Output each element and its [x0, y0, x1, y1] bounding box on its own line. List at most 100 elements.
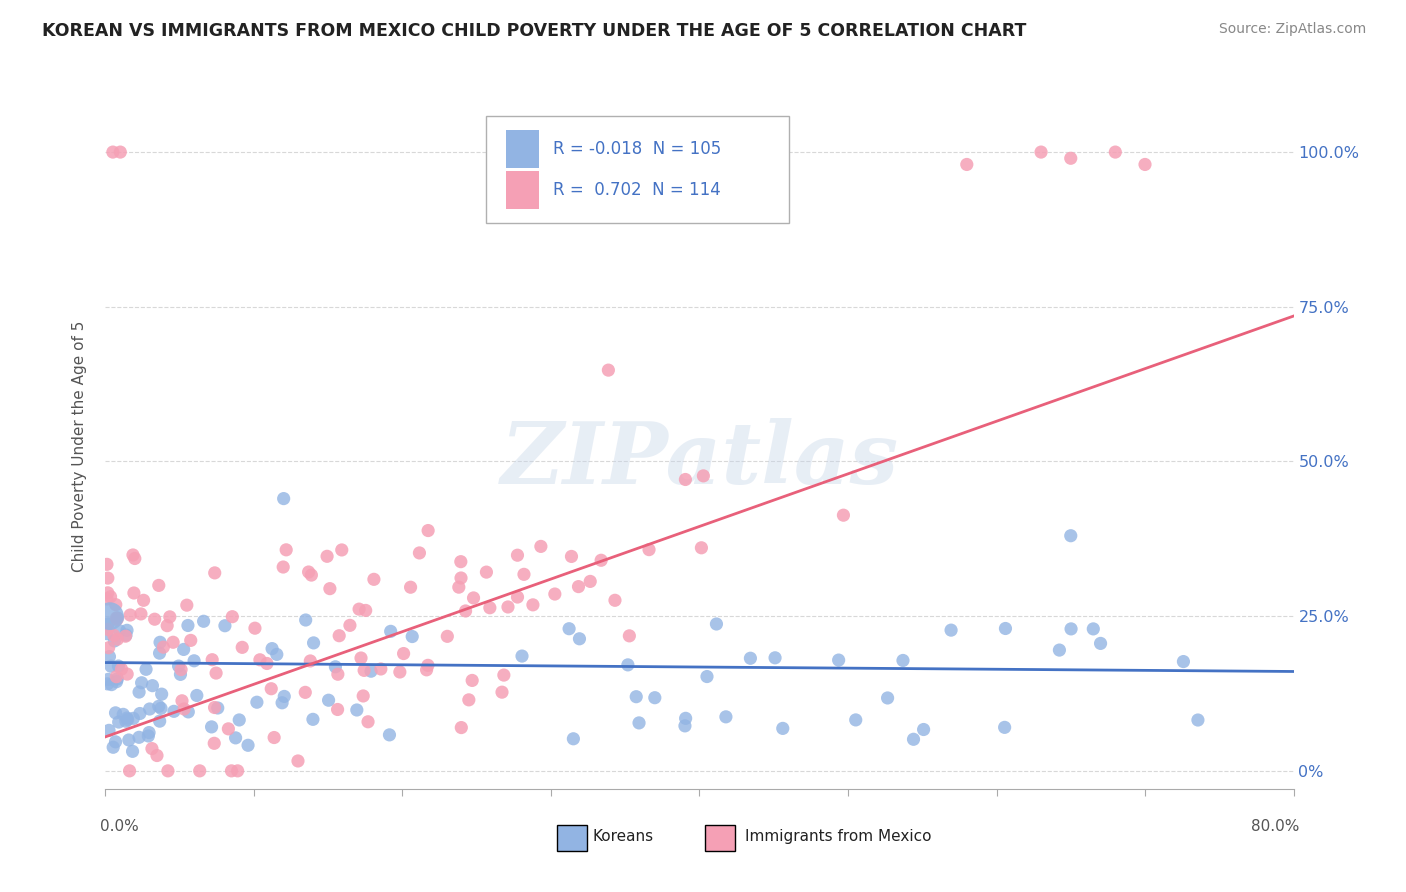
- Point: [150, 701, 173, 715]
- Point: [98, 649, 121, 664]
- Point: [330, 543, 353, 558]
- Point: [450, 571, 472, 585]
- Point: [101, 740, 124, 755]
- Point: [461, 673, 484, 688]
- Point: [598, 363, 620, 377]
- Point: [347, 602, 370, 616]
- Point: [177, 705, 200, 719]
- FancyBboxPatch shape: [557, 825, 586, 851]
- Point: [496, 599, 519, 614]
- Point: [170, 663, 193, 677]
- Text: KOREAN VS IMMIGRANTS FROM MEXICO CHILD POVERTY UNDER THE AGE OF 5 CORRELATION CH: KOREAN VS IMMIGRANTS FROM MEXICO CHILD P…: [42, 22, 1026, 40]
- Point: [1083, 622, 1105, 636]
- Point: [530, 540, 553, 554]
- Point: [939, 623, 962, 637]
- Point: [378, 728, 401, 742]
- Point: [173, 702, 195, 716]
- Point: [299, 654, 322, 668]
- Point: [180, 633, 202, 648]
- Point: [128, 731, 150, 745]
- Point: [591, 553, 613, 567]
- Point: [450, 721, 472, 735]
- Point: [903, 732, 925, 747]
- Point: [249, 653, 271, 667]
- Point: [186, 689, 208, 703]
- Point: [994, 622, 1017, 636]
- Point: [415, 663, 437, 677]
- Point: [370, 662, 392, 676]
- Point: [217, 722, 239, 736]
- Point: [118, 764, 141, 778]
- Point: [319, 582, 342, 596]
- Point: [628, 715, 651, 730]
- Y-axis label: Child Poverty Under the Age of 5: Child Poverty Under the Age of 5: [72, 320, 87, 572]
- Point: [156, 618, 179, 632]
- FancyBboxPatch shape: [506, 171, 538, 209]
- Point: [328, 629, 350, 643]
- Text: R = -0.018  N = 105: R = -0.018 N = 105: [554, 140, 721, 158]
- Point: [956, 157, 979, 171]
- Point: [447, 580, 470, 594]
- Point: [176, 598, 198, 612]
- Point: [454, 604, 477, 618]
- Point: [207, 701, 229, 715]
- Point: [124, 551, 146, 566]
- Point: [339, 618, 361, 632]
- Point: [1060, 151, 1083, 165]
- Point: [510, 649, 533, 664]
- Point: [205, 666, 228, 681]
- Point: [131, 675, 153, 690]
- Point: [263, 731, 285, 745]
- Point: [148, 699, 170, 714]
- Point: [149, 635, 172, 649]
- Point: [262, 641, 284, 656]
- Point: [299, 568, 322, 582]
- Point: [1090, 636, 1112, 650]
- Point: [107, 714, 129, 729]
- Point: [104, 735, 127, 749]
- Point: [105, 672, 128, 686]
- Text: R =  0.702  N = 114: R = 0.702 N = 114: [554, 181, 721, 200]
- Point: [204, 566, 226, 580]
- Point: [169, 667, 191, 681]
- Point: [360, 664, 382, 678]
- Point: [287, 754, 309, 768]
- Point: [97, 623, 120, 637]
- Text: 80.0%: 80.0%: [1251, 819, 1299, 834]
- Text: ZIPatlas: ZIPatlas: [501, 418, 898, 501]
- Point: [115, 624, 138, 638]
- Point: [1173, 655, 1195, 669]
- Point: [350, 651, 373, 665]
- Point: [626, 690, 648, 704]
- Point: [97, 616, 120, 631]
- Point: [214, 618, 236, 632]
- Point: [202, 736, 225, 750]
- Point: [129, 607, 152, 621]
- Point: [97, 571, 120, 585]
- Point: [276, 542, 298, 557]
- Point: [141, 679, 163, 693]
- Point: [231, 640, 253, 655]
- Point: [408, 546, 430, 560]
- Point: [132, 593, 155, 607]
- Point: [135, 662, 157, 676]
- Point: [228, 713, 250, 727]
- Point: [188, 764, 211, 778]
- Point: [149, 714, 172, 728]
- Point: [273, 491, 295, 506]
- Point: [163, 704, 186, 718]
- Point: [96, 558, 118, 572]
- Point: [167, 659, 190, 673]
- Point: [562, 731, 585, 746]
- Point: [98, 609, 121, 624]
- Point: [105, 612, 128, 626]
- Point: [97, 640, 120, 655]
- Point: [876, 690, 898, 705]
- Point: [1133, 157, 1156, 171]
- Point: [97, 673, 120, 687]
- Point: [380, 624, 402, 639]
- Point: [170, 694, 193, 708]
- Point: [271, 560, 294, 574]
- Point: [115, 628, 138, 642]
- Point: [103, 634, 125, 648]
